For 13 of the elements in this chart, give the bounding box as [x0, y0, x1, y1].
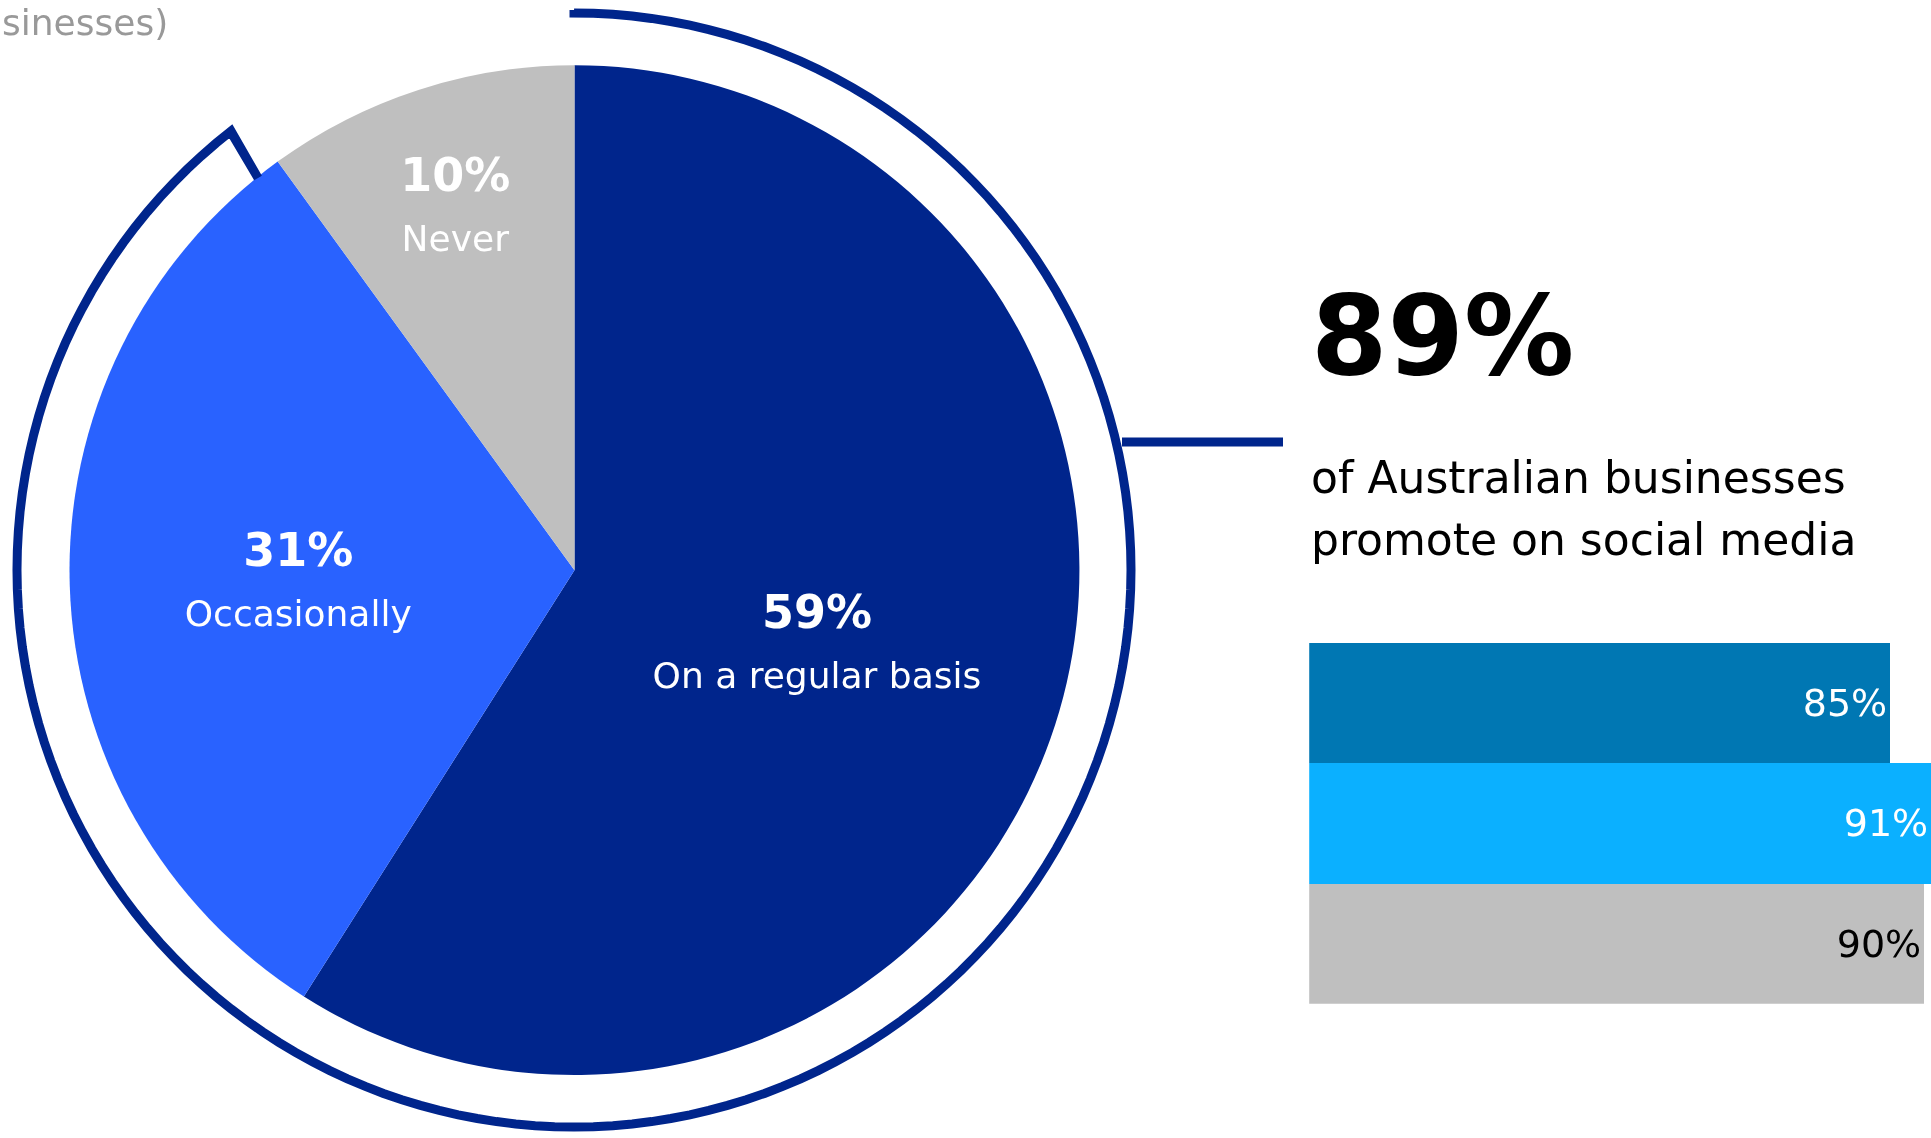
data-label: 10% [400, 147, 511, 202]
data-label: 31% [243, 523, 354, 578]
text: promote on social media [1311, 514, 1857, 565]
text: of Australian businesses [1311, 452, 1846, 503]
data-label: 85% [1802, 680, 1888, 725]
slice-label: Occasionally [184, 593, 412, 635]
data-label: 59% [761, 585, 872, 640]
text: 89% [1311, 272, 1575, 400]
slice-label: On a regular basis [652, 654, 982, 696]
slice-label: Never [401, 217, 510, 259]
text: sinesses) [2, 2, 169, 43]
data-label: 91% [1843, 801, 1929, 846]
data-label: 90% [1836, 921, 1922, 966]
